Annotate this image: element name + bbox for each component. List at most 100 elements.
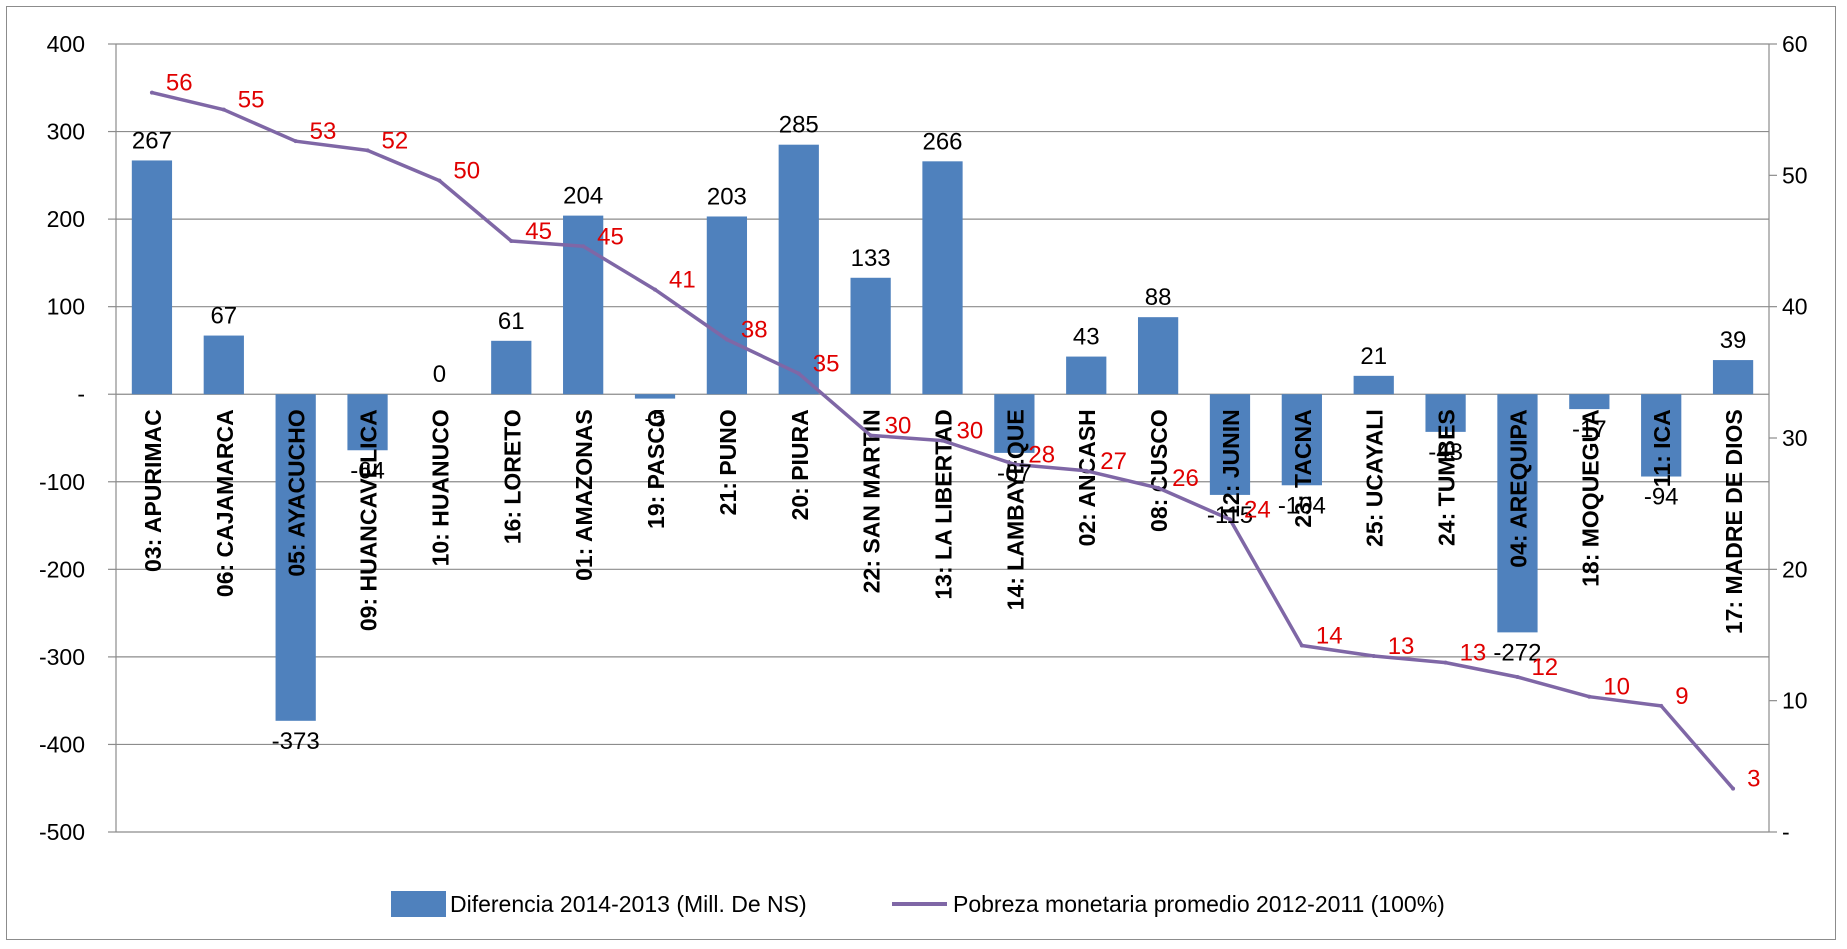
left-axis-tick-label: 100 [47,294,85,320]
line-point [1515,675,1520,680]
line-point [293,139,298,144]
category-label: 06: CAJAMARCA [212,409,238,597]
bar [1209,394,1251,495]
bar [203,335,244,395]
line-data-label: 55 [238,87,265,114]
category-label: 18: MOQUEGUA [1577,409,1603,587]
line-data-label: 50 [453,158,480,185]
right-axis-tick-label: 10 [1782,688,1808,714]
line-data-label: 28 [1028,441,1055,468]
bar [922,161,963,395]
bar [994,394,1035,453]
chart-frame: -500 -400 -300 -200 -100-100 200 300 400-10 20 30… [6,6,1836,940]
right-axis-tick-label: 30 [1782,425,1808,451]
right-axis-tick-label: 20 [1782,556,1808,582]
left-axis-tick-label: -200 [39,556,85,582]
bar-data-label: 267 [132,127,172,154]
category-label: 19: PASCO [643,409,669,529]
bar-data-label: -373 [272,728,320,755]
left-axis-tick-label: 400 [47,31,85,57]
category-label: 08: CUSCO [1146,409,1172,532]
right-axis-tick-label: 50 [1782,162,1808,188]
bar-data-label: 266 [922,128,962,155]
line-point [724,337,729,342]
left-axis-tick-label: -400 [39,731,85,757]
category-label: 21: PUNO [715,409,741,515]
category-label: 14: LAMBAYEQUE [1002,409,1028,610]
bar [131,160,173,395]
line-data-label: 35 [813,351,840,378]
legend-label-line: Pobreza monetaria promedio 2012-2011 (10… [953,891,1445,917]
bar-data-label: -272 [1493,639,1541,666]
line-data-label: 41 [669,267,696,294]
line-point [1156,485,1161,490]
left-axis-tick-label: - [77,381,85,407]
line-data-label: 13 [1388,633,1415,660]
line-point [437,178,442,183]
bar [1712,360,1754,395]
category-label: 01: AMAZONAS [571,409,597,581]
bar [634,394,676,399]
bar-data-label: -94 [1644,484,1679,511]
bar-data-label: 21 [1360,343,1387,370]
line-point [1084,468,1089,473]
bar-data-label: 88 [1145,284,1172,311]
bar [1353,375,1394,395]
left-axis-tick-label: 300 [47,119,85,145]
bar-data-label: 61 [498,308,525,335]
category-label: 10: HUANUCO [427,409,453,566]
line-point [1443,660,1448,665]
line-data-label: 52 [382,127,409,154]
category-label: 25: UCAYALI [1362,409,1388,547]
bar-data-labels: 267 67 -373 -64 0 61 204 -5 203 285 133 266 -67 43 88 -… [132,112,1747,755]
bar-data-label: 39 [1720,327,1747,354]
bar [347,394,388,451]
line-data-label: 9 [1675,683,1688,710]
bar [778,144,819,395]
category-label: 02: ANCASH [1074,409,1100,546]
bar-data-label: 67 [210,303,237,330]
bar-data-label: -43 [1428,439,1463,466]
bar [1066,356,1107,395]
line-point [1299,643,1304,648]
combo-chart: -500-400-300-200-100-100200300400-102030… [39,31,1808,917]
bar-data-label: -5 [644,406,665,433]
bar-data-label: 285 [779,112,819,139]
category-label: 04: AREQUIPA [1505,409,1531,567]
right-axis-tick-label: 60 [1782,31,1808,57]
bar [850,277,891,395]
line-data-label: 26 [1172,465,1199,492]
right-axis-tick-label: 40 [1782,294,1808,320]
line-series [149,90,1736,791]
bar [1641,394,1682,477]
category-label: 20: PIURA [787,409,813,520]
category-labels: 03: APURIMAC 06: CAJAMARCA 05: AYACUCHO 09:… [140,409,1747,634]
bar [1569,394,1610,410]
left-axis-tick-label: 200 [47,206,85,232]
legend: Diferencia 2014-2013 (Mill. De NS) Pobre… [391,891,1445,917]
left-axis-tick-label: -300 [39,644,85,670]
line-point [1731,786,1736,791]
category-label: 12: JUNIN [1218,409,1244,518]
bar [706,216,748,395]
category-label: 09: HUANCAVELICA [356,409,382,631]
line-data-label: 27 [1100,448,1127,475]
bar-data-label: 204 [563,183,603,210]
line-data-label: 38 [741,317,768,344]
line-point [796,371,801,376]
line-point [868,433,873,438]
bar [1137,317,1179,395]
bar [1497,394,1538,633]
left-axis-tick-label: -500 [39,819,85,845]
line-point [365,148,370,153]
right-axis-tick-label: - [1782,819,1790,845]
bar-data-label: -64 [350,457,385,484]
line-data-label: 53 [310,118,337,145]
line-point [221,107,226,112]
line-data-label: 13 [1460,640,1487,667]
bar-data-label: 0 [433,361,446,388]
line-point [940,438,945,443]
category-label: 23: TACNA [1290,409,1316,527]
line-point [1659,703,1664,708]
